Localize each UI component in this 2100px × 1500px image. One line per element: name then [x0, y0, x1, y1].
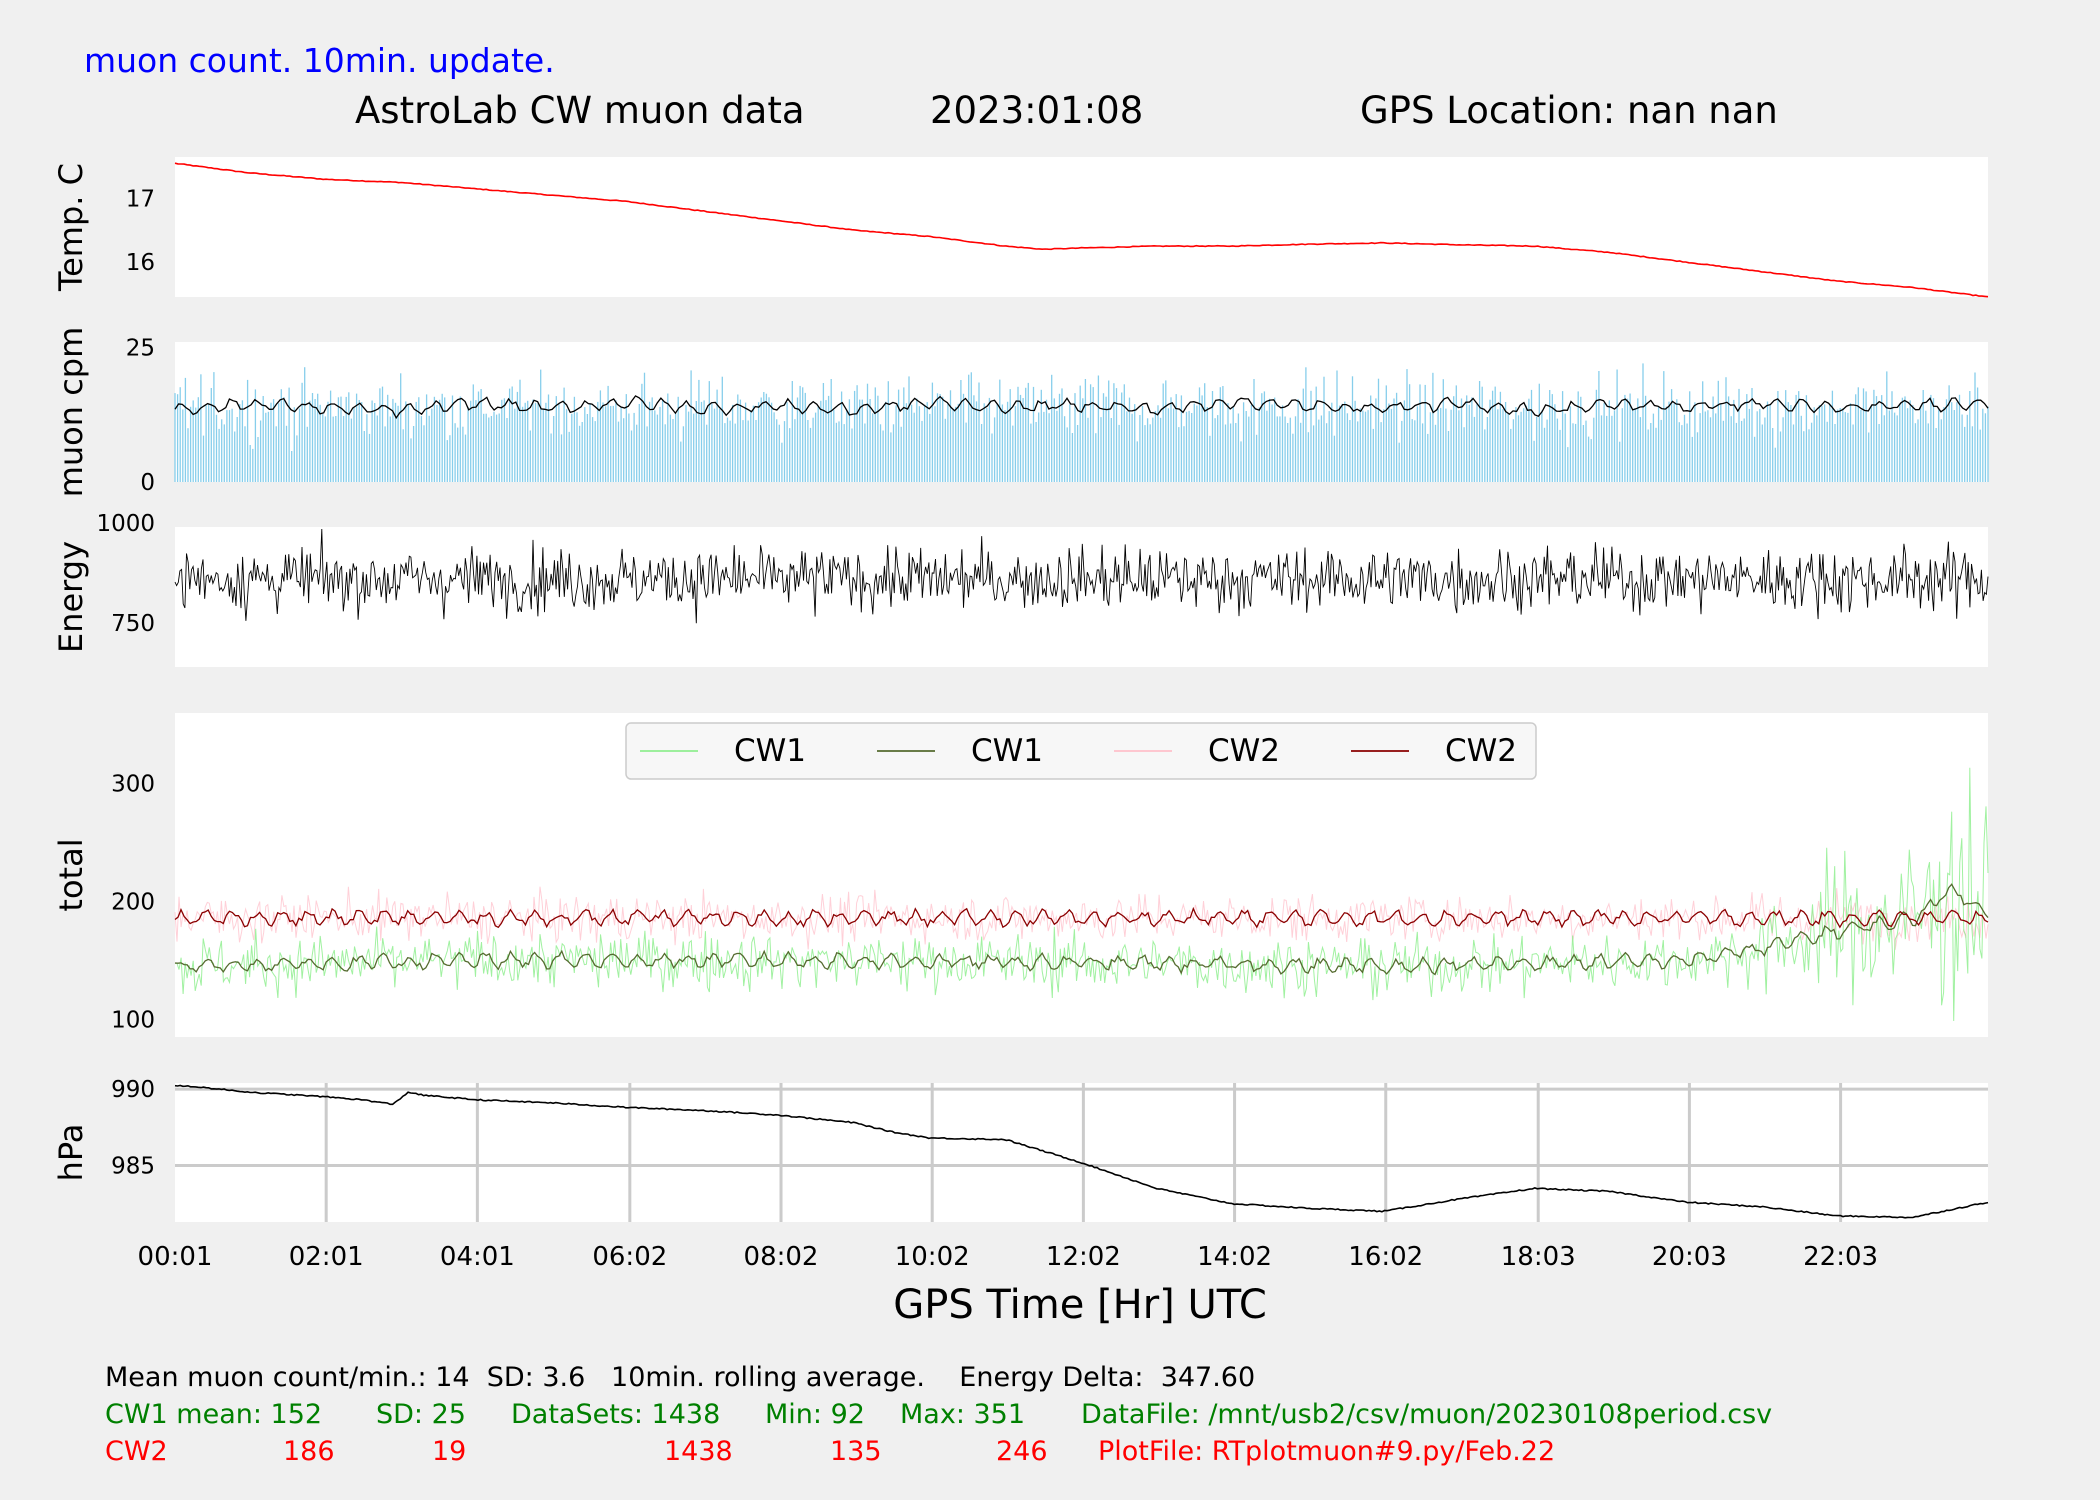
- total-ytick-label: 100: [111, 1007, 155, 1033]
- xtick-label: 20:03: [1652, 1242, 1727, 1272]
- xtick-label: 08:02: [744, 1242, 819, 1272]
- muon-ytick-label: 0: [140, 470, 155, 496]
- cw2-raw-line: [174, 886, 1989, 950]
- legend-label: CW1: [971, 733, 1043, 769]
- temperature-line: [174, 162, 1989, 298]
- hpa-ylabel: hPa: [52, 1124, 90, 1182]
- temp-ytick-label: 16: [126, 250, 155, 276]
- subtitle: muon count. 10min. update.: [84, 41, 555, 80]
- x-axis-label: GPS Time [Hr] UTC: [893, 1282, 1267, 1328]
- energy-ylabel: Energy: [52, 541, 90, 653]
- legend: CW1 CW1 CW2 CW2: [625, 722, 1537, 780]
- legend-label: CW1: [734, 733, 806, 769]
- xtick-label: 06:02: [592, 1242, 667, 1272]
- xtick-label: 22:03: [1803, 1242, 1878, 1272]
- xtick-label: 04:01: [440, 1242, 515, 1272]
- energy-ytick-label: 750: [111, 611, 155, 637]
- title-date: 2023:01:08: [930, 89, 1143, 132]
- muon-ytick-label: 25: [126, 335, 155, 361]
- cw2-min: 135: [830, 1436, 882, 1467]
- pressure-panel: 985 990 hPa 00:01 02:01 04:01 06:02 08:02 10:02 1…: [52, 1077, 1989, 1272]
- cw1-average-line: [174, 883, 1989, 976]
- xtick-label: 12:02: [1046, 1242, 1121, 1272]
- total-ylabel: total: [52, 838, 90, 911]
- hpa-plot-area: [175, 1083, 1988, 1222]
- data-file: DataFile: /mnt/usb2/csv/muon/20230108per…: [1081, 1399, 1773, 1430]
- temperature-panel: 16 17 Temp. C: [52, 157, 1989, 298]
- cw1-datasets: DataSets: 1438: [511, 1399, 721, 1430]
- title-right: GPS Location: nan nan: [1360, 89, 1778, 132]
- plot-file: PlotFile: RTplotmuon#9.py/Feb.22: [1098, 1436, 1556, 1467]
- stats-summary-line: Mean muon count/min.: 14 SD: 3.6 10min. …: [105, 1362, 1256, 1393]
- cw2-label: CW2: [105, 1436, 168, 1467]
- total-ytick-label: 200: [111, 890, 155, 916]
- muon-bars: [174, 363, 1989, 482]
- xtick-label: 18:03: [1501, 1242, 1576, 1272]
- cw2-datasets: 1438: [664, 1436, 733, 1467]
- total-ytick-label: 300: [111, 772, 155, 798]
- legend-label: CW2: [1445, 733, 1517, 769]
- temp-ytick-label: 17: [126, 186, 155, 212]
- xtick-label: 00:01: [138, 1242, 213, 1272]
- temp-ylabel: Temp. C: [52, 163, 90, 292]
- cw2-sd: 19: [432, 1436, 467, 1467]
- cw1-min: Min: 92: [765, 1399, 865, 1430]
- hpa-ytick-label: 990: [111, 1077, 155, 1103]
- xtick-label: 10:02: [895, 1242, 970, 1272]
- hpa-ytick-label: 985: [111, 1153, 155, 1179]
- muon-ylabel: muon cpm: [52, 327, 90, 498]
- pressure-line: [174, 1084, 1989, 1219]
- xtick-label: 14:02: [1197, 1242, 1272, 1272]
- muon-rolling-average: [174, 395, 1989, 420]
- xtick-label: 02:01: [289, 1242, 364, 1272]
- legend-box: [625, 722, 1537, 780]
- temp-plot-area: [175, 157, 1988, 297]
- xtick-label: 16:02: [1348, 1242, 1423, 1272]
- energy-line: [174, 528, 1989, 624]
- legend-label: CW2: [1208, 733, 1280, 769]
- cw2-max: 246: [996, 1436, 1048, 1467]
- cw1-mean: CW1 mean: 152: [105, 1399, 323, 1430]
- cw2-mean: 186: [283, 1436, 335, 1467]
- pressure-grid: [175, 1083, 1988, 1222]
- title-left: AstroLab CW muon data: [355, 89, 805, 132]
- cw1-sd: SD: 25: [376, 1399, 466, 1430]
- energy-ytick-label: 1000: [96, 511, 155, 537]
- cw2-average-line: [174, 906, 1989, 929]
- cw1-max: Max: 351: [900, 1399, 1026, 1430]
- muon-cpm-panel: 0 25 muon cpm: [52, 327, 1989, 498]
- energy-plot-area: [175, 527, 1988, 667]
- cw1-raw-line: [174, 767, 1989, 1022]
- total-panel: 100 200 300 total CW1 CW1 CW2 CW2: [52, 713, 1989, 1037]
